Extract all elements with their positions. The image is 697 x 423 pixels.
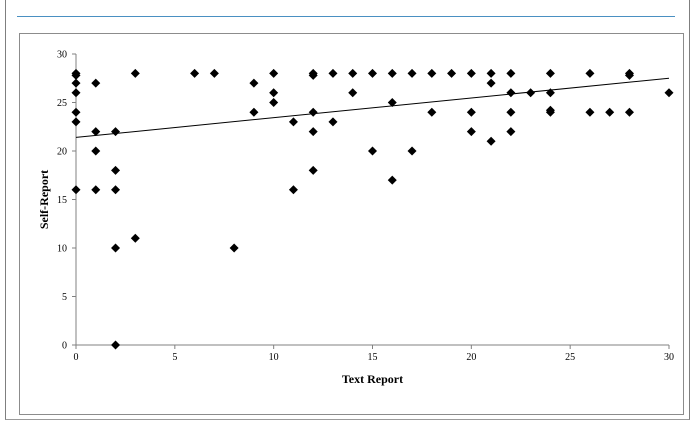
data-point [91, 185, 101, 195]
y-tick-label: 5 [62, 292, 67, 303]
data-point [71, 185, 81, 195]
data-point [91, 127, 101, 137]
chart-frame [19, 33, 684, 415]
data-point [288, 185, 298, 195]
data-point [130, 233, 140, 243]
y-tick-label: 15 [57, 195, 67, 206]
x-axis-label: Text Report [342, 372, 403, 386]
data-point [71, 78, 81, 88]
axes [75, 54, 669, 346]
header-rule [17, 16, 675, 17]
data-point [387, 175, 397, 185]
data-points [71, 68, 674, 350]
data-point [466, 107, 476, 117]
data-point [526, 88, 536, 98]
y-tick-label: 25 [57, 98, 67, 109]
data-point [348, 68, 358, 78]
data-point [308, 70, 318, 80]
data-point [111, 127, 121, 137]
data-point [506, 107, 516, 117]
data-point [664, 88, 674, 98]
y-tick-label: 10 [57, 244, 67, 255]
y-tick-label: 0 [62, 341, 67, 352]
data-point [407, 68, 417, 78]
data-point [486, 136, 496, 146]
data-point [447, 68, 457, 78]
data-point [71, 107, 81, 117]
data-point [506, 88, 516, 98]
x-tick-label: 25 [565, 352, 575, 363]
data-point [427, 68, 437, 78]
data-point [269, 98, 279, 107]
data-point [486, 68, 496, 78]
y-axis-label: Self-Report [37, 170, 51, 229]
data-point [506, 127, 516, 137]
data-point [71, 70, 81, 80]
y-tick-label: 20 [57, 147, 67, 158]
data-point [486, 78, 496, 88]
x-tick-label: 30 [664, 352, 674, 363]
data-point [466, 127, 476, 137]
data-point [368, 68, 377, 78]
data-point [624, 107, 634, 117]
data-point [249, 78, 259, 88]
data-point [111, 165, 121, 175]
data-point [71, 117, 81, 127]
y-tick-label: 30 [57, 50, 67, 61]
data-point [387, 98, 397, 107]
data-point [387, 68, 397, 78]
data-point [269, 88, 279, 98]
data-point [545, 88, 555, 98]
x-tick-label: 5 [172, 352, 177, 363]
data-point [249, 107, 259, 117]
data-point [545, 68, 555, 78]
data-point [308, 127, 318, 137]
data-point [269, 68, 279, 78]
data-point [308, 107, 318, 117]
data-point [506, 68, 516, 78]
data-point [545, 105, 555, 115]
data-point [91, 146, 101, 156]
trendline [75, 77, 670, 138]
data-point [111, 340, 121, 350]
data-point [585, 68, 595, 78]
data-point [427, 107, 437, 117]
x-axis-ticks: 0 5 10 15 20 25 30 [74, 345, 674, 363]
data-point [328, 68, 338, 78]
data-point [229, 243, 239, 253]
data-point [368, 146, 377, 156]
data-point [348, 88, 358, 98]
data-point [605, 107, 615, 117]
data-point [111, 185, 121, 195]
data-point [111, 243, 121, 253]
data-point [190, 68, 200, 78]
data-point [209, 68, 219, 78]
y-axis-ticks: 0 5 10 15 20 25 30 [57, 50, 76, 352]
data-point [308, 165, 318, 175]
x-tick-label: 10 [269, 352, 279, 363]
x-tick-label: 0 [74, 352, 79, 363]
x-tick-label: 20 [466, 352, 476, 363]
x-tick-label: 15 [368, 352, 378, 363]
data-point [624, 70, 634, 80]
data-point [71, 88, 81, 98]
data-point [130, 68, 140, 78]
data-point [466, 68, 476, 78]
data-point [288, 117, 298, 127]
data-point [585, 107, 595, 117]
data-point [91, 78, 101, 88]
data-point [328, 117, 338, 127]
data-point [407, 146, 417, 156]
